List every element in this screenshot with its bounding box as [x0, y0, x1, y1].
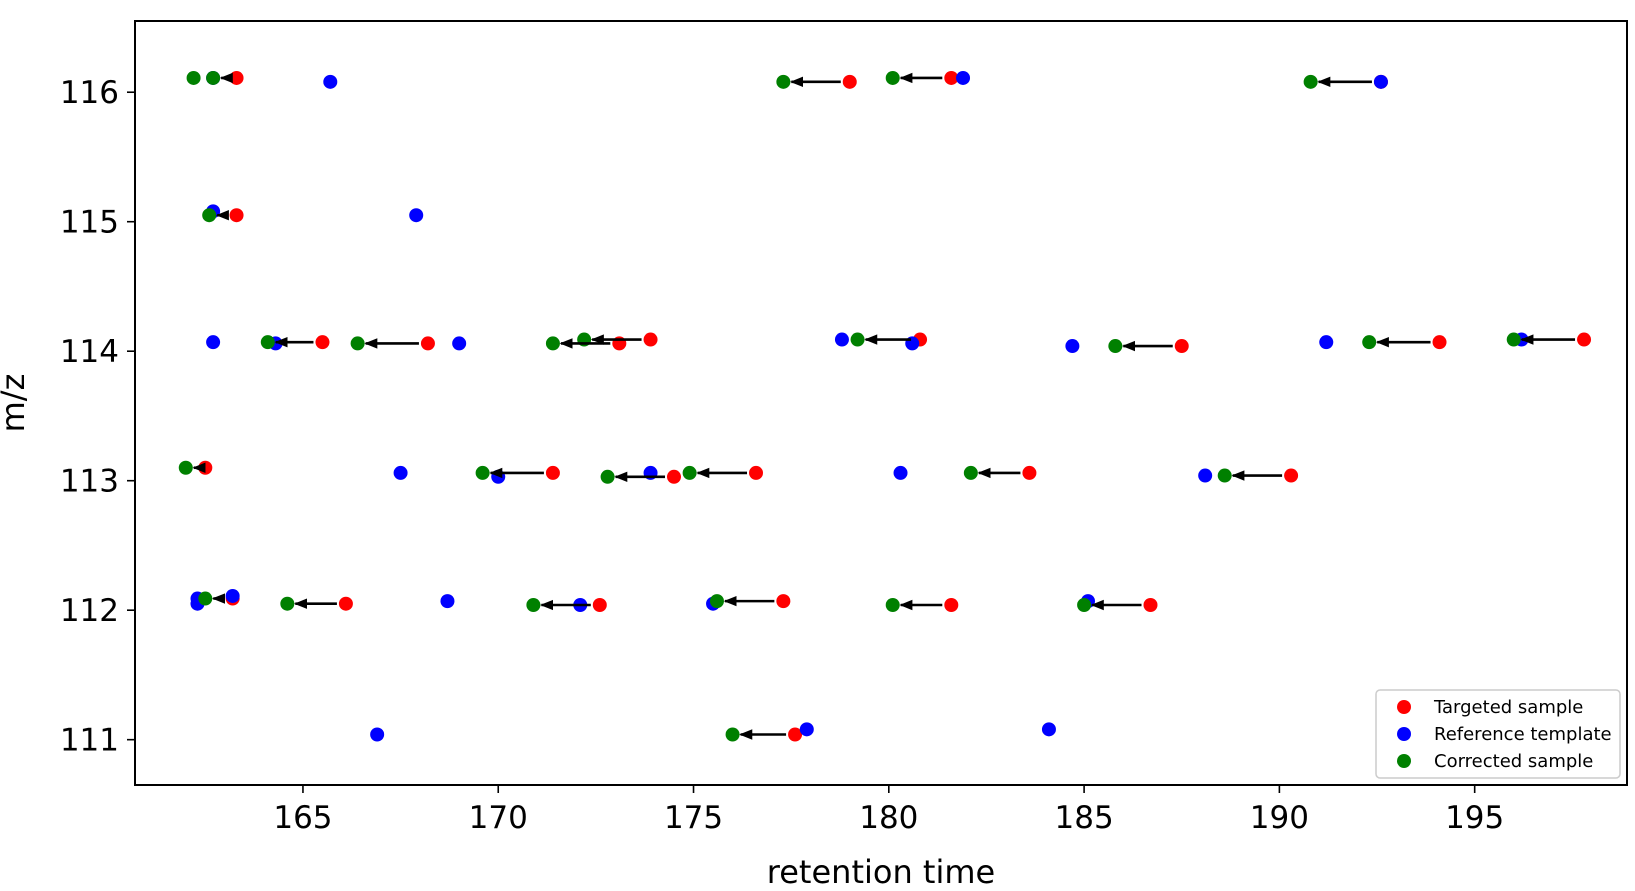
point-reference-template: [206, 335, 221, 350]
y-axis-label: m/z: [0, 374, 32, 433]
point-reference-template: [1319, 335, 1334, 350]
axes-frame: [134, 20, 1628, 786]
y-tick-label: 114: [60, 334, 119, 370]
legend-marker: [1397, 727, 1411, 741]
point-targeted-sample: [944, 70, 959, 85]
x-axis-label: retention time: [767, 853, 995, 891]
legend-label: Corrected sample: [1434, 751, 1593, 772]
point-corrected-sample: [709, 594, 724, 609]
y-tick-label: 111: [60, 723, 119, 759]
point-reference-template: [1198, 468, 1213, 483]
point-corrected-sample: [600, 469, 615, 484]
point-corrected-sample: [260, 335, 275, 350]
point-reference-template: [1065, 339, 1080, 354]
point-targeted-sample: [643, 332, 658, 347]
point-targeted-sample: [1174, 339, 1189, 354]
point-reference-template: [370, 727, 385, 742]
point-corrected-sample: [178, 460, 193, 475]
point-corrected-sample: [885, 598, 900, 613]
x-tick-label: 165: [273, 800, 332, 836]
legend-box: [1375, 689, 1621, 779]
point-corrected-sample: [350, 336, 365, 351]
point-corrected-sample: [186, 70, 201, 85]
point-corrected-sample: [1362, 335, 1377, 350]
x-tick-label: 185: [1055, 800, 1114, 836]
point-targeted-sample: [1432, 335, 1447, 350]
point-targeted-sample: [592, 598, 607, 613]
point-targeted-sample: [944, 598, 959, 613]
point-targeted-sample: [1284, 468, 1299, 483]
point-reference-template: [440, 594, 455, 609]
point-corrected-sample: [682, 465, 697, 480]
point-targeted-sample: [229, 70, 244, 85]
x-tick-label: 175: [664, 800, 723, 836]
point-corrected-sample: [1077, 598, 1092, 613]
y-tick-label: 116: [60, 75, 119, 111]
point-reference-template: [1041, 722, 1056, 737]
point-corrected-sample: [1217, 468, 1232, 483]
point-targeted-sample: [545, 465, 560, 480]
point-reference-template: [893, 465, 908, 480]
point-targeted-sample: [338, 596, 353, 611]
point-corrected-sample: [206, 70, 221, 85]
y-axis: 111 112 113 114 115 116: [60, 75, 135, 759]
legend-marker: [1397, 754, 1411, 768]
point-corrected-sample: [963, 465, 978, 480]
point-targeted-sample: [666, 469, 681, 484]
point-targeted-sample: [1022, 465, 1037, 480]
x-tick-label: 190: [1250, 800, 1309, 836]
x-tick-label: 170: [469, 800, 528, 836]
point-corrected-sample: [1108, 339, 1123, 354]
point-targeted-sample: [842, 74, 857, 89]
point-targeted-sample: [749, 465, 764, 480]
point-reference-template: [393, 465, 408, 480]
legend-marker: [1397, 700, 1411, 714]
point-reference-template: [452, 336, 467, 351]
legend-label: Targeted sample: [1433, 697, 1583, 718]
point-targeted-sample: [1143, 598, 1158, 613]
legend: Targeted sample Reference template Correct…: [1375, 689, 1621, 779]
point-corrected-sample: [198, 591, 213, 606]
y-tick-label: 113: [60, 464, 119, 500]
point-targeted-sample: [420, 336, 435, 351]
point-targeted-sample: [1577, 332, 1592, 347]
plot-area: [178, 70, 1592, 742]
point-reference-template: [1373, 74, 1388, 89]
point-reference-template: [956, 70, 971, 85]
point-reference-template: [799, 722, 814, 737]
point-targeted-sample: [776, 594, 791, 609]
point-corrected-sample: [1303, 74, 1318, 89]
y-tick-label: 115: [60, 205, 119, 241]
point-corrected-sample: [526, 598, 541, 613]
point-corrected-sample: [850, 332, 865, 347]
point-reference-template: [323, 74, 338, 89]
point-targeted-sample: [315, 335, 330, 350]
point-corrected-sample: [545, 336, 560, 351]
x-tick-label: 195: [1445, 800, 1504, 836]
x-axis: 165 170 175 180 185 190 195: [273, 785, 1504, 836]
point-corrected-sample: [885, 70, 900, 85]
y-tick-label: 112: [60, 593, 119, 629]
point-corrected-sample: [280, 596, 295, 611]
point-targeted-sample: [788, 727, 803, 742]
point-targeted-sample: [229, 208, 244, 223]
point-corrected-sample: [725, 727, 740, 742]
point-targeted-sample: [198, 460, 213, 475]
point-reference-template: [225, 588, 240, 603]
point-reference-template: [409, 208, 424, 223]
x-tick-label: 180: [859, 800, 918, 836]
point-corrected-sample: [475, 465, 490, 480]
point-corrected-sample: [202, 208, 217, 223]
legend-label: Reference template: [1434, 724, 1612, 745]
point-reference-template: [834, 332, 849, 347]
point-corrected-sample: [1506, 332, 1521, 347]
point-corrected-sample: [776, 74, 791, 89]
